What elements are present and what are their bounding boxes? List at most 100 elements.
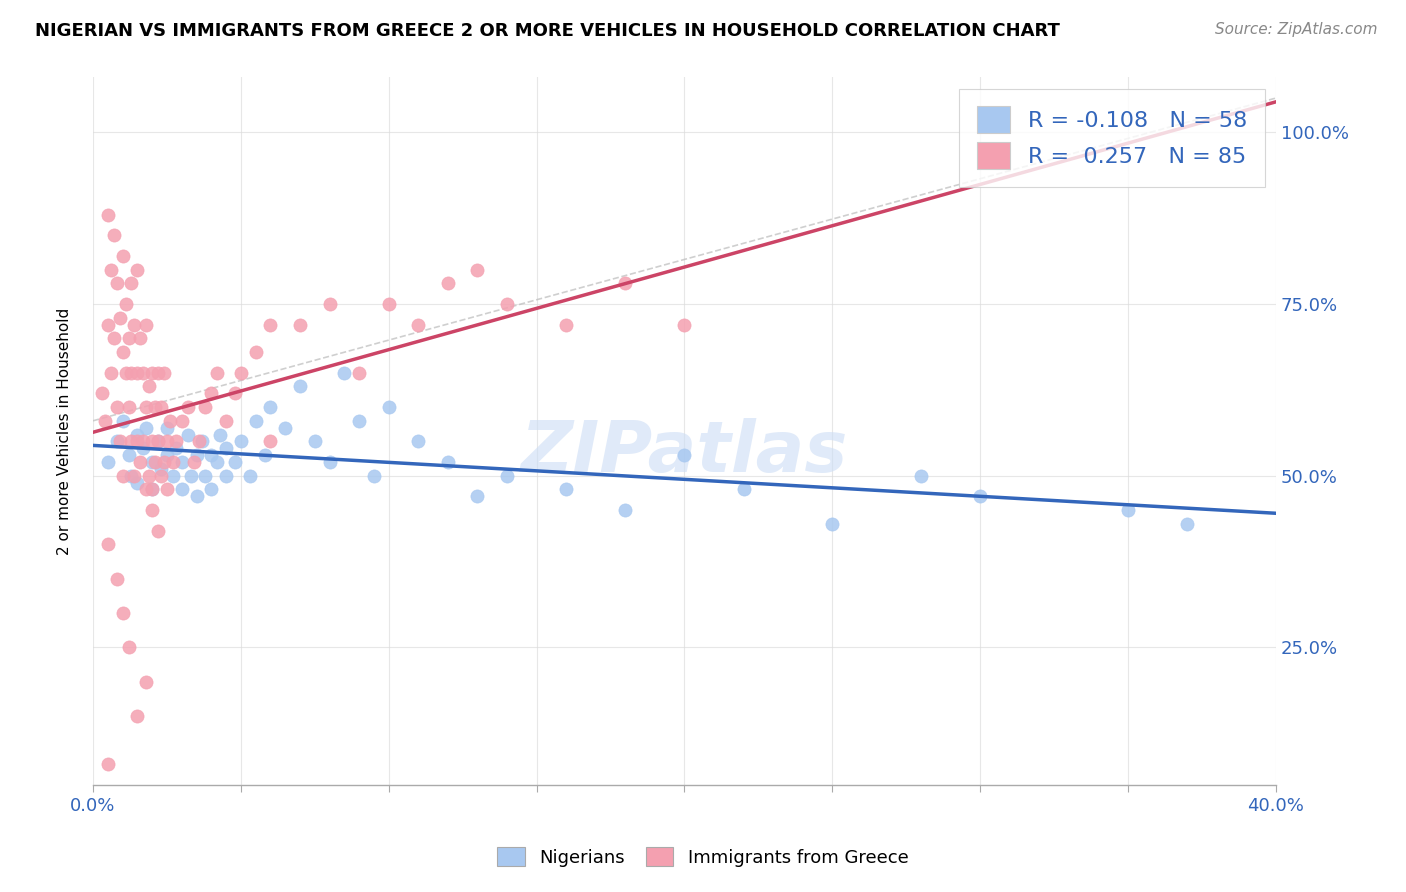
Point xyxy=(114,297,136,311)
Point xyxy=(555,483,578,497)
Point xyxy=(408,434,430,449)
Point xyxy=(127,434,149,449)
Point xyxy=(103,331,125,345)
Point xyxy=(245,345,267,359)
Point xyxy=(146,434,169,449)
Point xyxy=(111,249,134,263)
Point xyxy=(100,262,122,277)
Point xyxy=(150,400,173,414)
Point xyxy=(141,483,163,497)
Point xyxy=(108,310,131,325)
Point xyxy=(90,386,112,401)
Point xyxy=(108,434,131,449)
Point xyxy=(969,489,991,503)
Point xyxy=(821,516,844,531)
Point xyxy=(117,331,139,345)
Point xyxy=(673,318,696,332)
Legend: Nigerians, Immigrants from Greece: Nigerians, Immigrants from Greece xyxy=(491,840,915,874)
Point xyxy=(120,434,142,449)
Point xyxy=(135,400,157,414)
Point xyxy=(124,468,146,483)
Point xyxy=(156,420,179,434)
Point xyxy=(205,455,228,469)
Point xyxy=(162,468,184,483)
Point xyxy=(138,379,160,393)
Point xyxy=(183,455,205,469)
Point xyxy=(614,277,637,291)
Point xyxy=(200,448,222,462)
Point xyxy=(132,442,155,456)
Point xyxy=(274,420,297,434)
Point xyxy=(129,455,152,469)
Point xyxy=(170,414,193,428)
Point xyxy=(127,427,149,442)
Point xyxy=(127,475,149,490)
Point xyxy=(209,427,232,442)
Point xyxy=(176,400,198,414)
Point xyxy=(156,448,179,462)
Point xyxy=(135,483,157,497)
Point xyxy=(377,297,399,311)
Point xyxy=(733,483,755,497)
Point xyxy=(614,503,637,517)
Point xyxy=(200,483,222,497)
Point xyxy=(132,434,155,449)
Point xyxy=(97,537,120,551)
Point xyxy=(117,640,139,655)
Legend: R = -0.108   N = 58, R =  0.257   N = 85: R = -0.108 N = 58, R = 0.257 N = 85 xyxy=(959,88,1265,187)
Point xyxy=(156,483,179,497)
Point xyxy=(200,386,222,401)
Point xyxy=(153,455,176,469)
Point xyxy=(318,297,340,311)
Point xyxy=(224,455,246,469)
Point xyxy=(127,262,149,277)
Point xyxy=(159,414,181,428)
Point xyxy=(153,366,176,380)
Point xyxy=(288,379,311,393)
Point xyxy=(141,455,163,469)
Point xyxy=(135,420,157,434)
Point xyxy=(97,455,120,469)
Point xyxy=(141,434,163,449)
Point xyxy=(97,318,120,332)
Point xyxy=(229,366,252,380)
Point xyxy=(129,331,152,345)
Point xyxy=(188,434,211,449)
Point xyxy=(143,455,166,469)
Point xyxy=(143,400,166,414)
Point xyxy=(347,366,370,380)
Point xyxy=(150,462,173,476)
Point xyxy=(1116,503,1139,517)
Point xyxy=(120,366,142,380)
Point xyxy=(194,400,217,414)
Point xyxy=(496,468,519,483)
Point xyxy=(114,366,136,380)
Point xyxy=(1175,516,1198,531)
Point xyxy=(97,208,120,222)
Text: Source: ZipAtlas.com: Source: ZipAtlas.com xyxy=(1215,22,1378,37)
Point xyxy=(377,400,399,414)
Point xyxy=(132,366,155,380)
Point xyxy=(111,345,134,359)
Point xyxy=(555,318,578,332)
Point xyxy=(120,277,142,291)
Point xyxy=(496,297,519,311)
Point xyxy=(103,228,125,243)
Point xyxy=(186,489,208,503)
Point xyxy=(673,448,696,462)
Point xyxy=(105,277,128,291)
Point xyxy=(165,442,187,456)
Point xyxy=(124,318,146,332)
Point xyxy=(141,503,163,517)
Point xyxy=(259,400,281,414)
Point xyxy=(117,448,139,462)
Point xyxy=(194,468,217,483)
Point xyxy=(111,606,134,620)
Point xyxy=(156,434,179,449)
Point xyxy=(170,483,193,497)
Point xyxy=(170,455,193,469)
Point xyxy=(146,434,169,449)
Point xyxy=(215,414,238,428)
Point xyxy=(191,434,214,449)
Point xyxy=(180,468,202,483)
